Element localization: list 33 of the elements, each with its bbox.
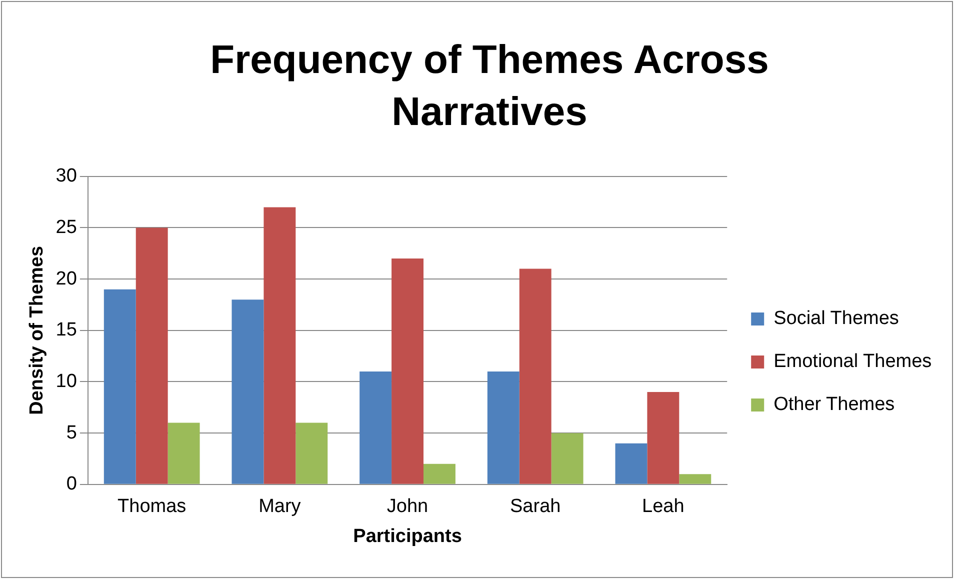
y-tick-label: 25 [56, 216, 77, 238]
y-tick-label: 30 [56, 166, 77, 187]
bar [551, 433, 584, 484]
x-tick-label: Mary [258, 496, 302, 518]
legend-label: Emotional Themes [774, 351, 932, 372]
bar [232, 300, 264, 484]
bar [296, 422, 328, 484]
bar [360, 371, 392, 484]
bar [104, 289, 136, 484]
bar [647, 392, 680, 484]
y-tick-label: 0 [66, 474, 77, 495]
y-tick-label: 15 [56, 320, 77, 341]
legend-label: Social Themes [774, 308, 899, 330]
bar [392, 258, 424, 484]
x-axis-title: Participants [353, 526, 462, 547]
bar [519, 268, 552, 484]
bar [136, 228, 168, 484]
bar [615, 443, 648, 484]
y-axis-title: Density of Themes [26, 246, 48, 415]
x-tick-label: Leah [642, 496, 684, 518]
bar [679, 474, 712, 484]
x-tick-label: John [386, 496, 428, 518]
chart-title: Frequency of Themes Across Narratives [209, 37, 770, 136]
x-tick-label: Thomas [118, 496, 186, 518]
bar [264, 207, 296, 484]
x-tick-label: Sarah [510, 496, 561, 518]
y-tick-label: 5 [66, 422, 77, 444]
bar [423, 464, 456, 484]
y-tick-label: 20 [56, 268, 77, 290]
bar [168, 422, 200, 484]
y-tick-label: 10 [56, 370, 77, 392]
bar [487, 371, 520, 484]
legend-label: Other Themes [774, 394, 895, 416]
